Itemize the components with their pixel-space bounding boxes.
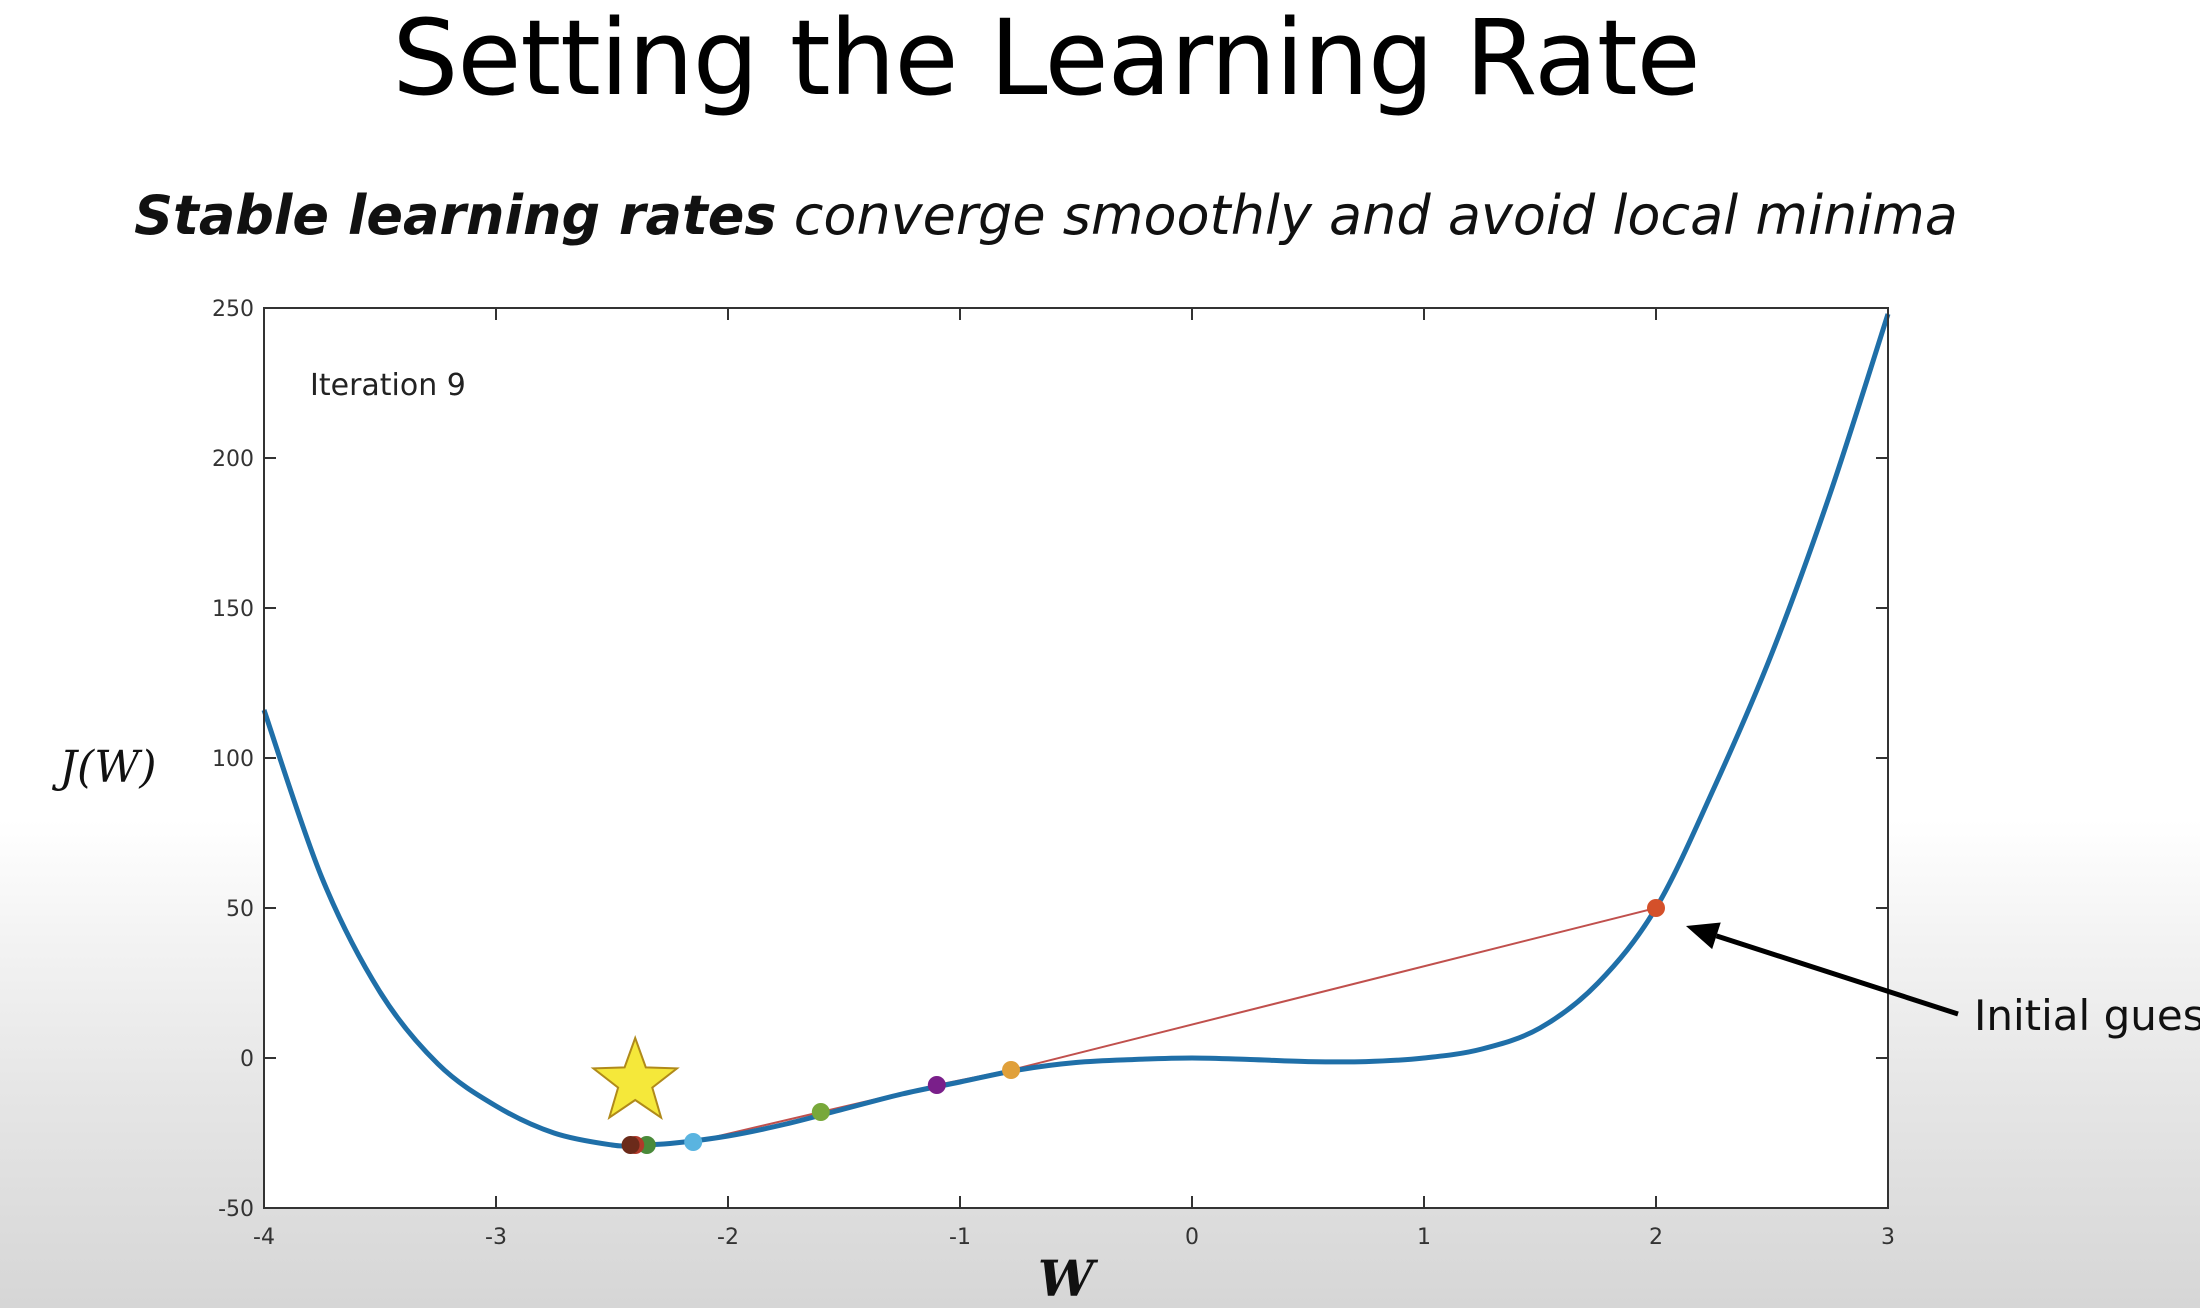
x-tick-label: 1 [1417,1225,1431,1250]
iteration-point-0 [1647,899,1665,917]
iteration-point-3 [811,1103,830,1121]
axis-ticks: -4 -3 -2 -1 0 1 2 3 -50 0 50 100 150 200 250 [212,297,1895,1250]
subtitle-emphasis: Stable learning rates [134,184,777,247]
iteration-points [621,899,1665,1154]
y-tick-label: 100 [212,747,254,772]
y-tick-label: 150 [212,597,254,622]
slide-title: Setting the Learning Rate [392,0,1700,119]
iteration-label: Iteration 9 [310,368,466,403]
y-tick-label: 0 [240,1047,254,1072]
x-tick-label: -3 [485,1225,507,1250]
iteration-point-2 [927,1076,946,1094]
y-axis-label: J(W) [51,742,156,793]
star-icon [590,1035,680,1120]
initial-guess-label: Initial guess [1974,991,2200,1040]
x-tick-label: -1 [949,1225,971,1250]
step-line [1010,907,1657,1071]
x-tick-label: 2 [1649,1225,1663,1250]
y-tick-label: 50 [226,897,254,922]
plot-frame [263,307,1889,1209]
x-tick-label: -4 [253,1225,275,1250]
y-tick-label: 200 [212,447,254,472]
y-tick-label: 250 [212,297,254,322]
x-tick-label: 3 [1881,1225,1895,1250]
x-axis-label: W [1038,1249,1099,1308]
y-tick-label: -50 [218,1197,254,1222]
slide-subtitle: Stable learning rates converge smoothly … [0,184,2092,247]
x-tick-label: 0 [1185,1225,1199,1250]
subtitle-rest: converge smoothly and avoid local minima [776,184,1958,247]
loss-curve [261,313,1891,1149]
callout-arrow-shaft [1715,933,1959,1017]
x-tick-label: -2 [717,1225,739,1250]
callout-arrowhead [1686,922,1721,950]
iteration-point-7 [621,1136,640,1154]
plot-area [264,308,1888,1208]
iteration-point-1 [1002,1061,1021,1079]
iteration-point-4 [684,1133,703,1151]
